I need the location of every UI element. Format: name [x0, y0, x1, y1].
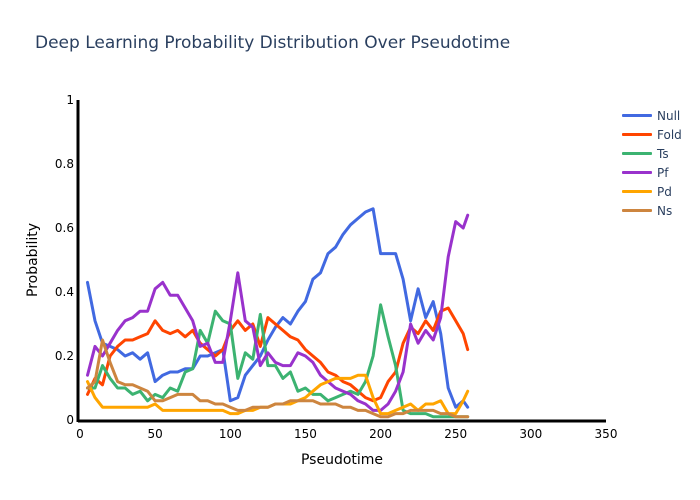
x-tick-label: 300 — [519, 427, 542, 441]
x-tick-label: 150 — [294, 427, 317, 441]
series-lines — [86, 207, 470, 419]
legend-label: Pf — [657, 165, 669, 180]
legend-item-ts[interactable]: Ts — [622, 144, 682, 163]
legend-label: Pd — [657, 184, 672, 199]
y-tick-label: 0.2 — [55, 349, 74, 363]
series-line-pf — [86, 213, 470, 412]
x-tick-label: 50 — [148, 427, 163, 441]
series-line-ns — [86, 338, 470, 419]
legend-item-null[interactable]: Null — [622, 106, 682, 125]
y-tick-label: 0.4 — [55, 285, 74, 299]
legend: Null Fold Ts Pf Pd Ns — [622, 106, 682, 220]
legend-item-fold[interactable]: Fold — [622, 125, 682, 144]
x-tick-label: 100 — [219, 427, 242, 441]
series-line-pd — [86, 373, 470, 416]
series-line-null — [86, 207, 470, 409]
legend-swatch — [622, 152, 652, 155]
legend-swatch — [622, 114, 652, 117]
legend-item-ns[interactable]: Ns — [622, 201, 682, 220]
legend-swatch — [622, 190, 652, 193]
y-tick-label: 0 — [66, 413, 74, 427]
legend-label: Ts — [657, 146, 669, 161]
legend-swatch — [622, 133, 652, 136]
y-tick-label: 0.8 — [55, 157, 74, 171]
x-tick-label: 350 — [595, 427, 618, 441]
y-tick-label: 0.6 — [55, 221, 74, 235]
legend-label: Fold — [657, 127, 682, 142]
x-axis-label: Pseudotime — [301, 452, 383, 468]
y-axis-label: Probability — [25, 223, 41, 297]
y-tick-label: 1 — [66, 93, 74, 107]
legend-item-pd[interactable]: Pd — [622, 182, 682, 201]
x-axis-ticks: 0 50 100 150 200 250 300 350 — [76, 427, 617, 441]
y-axis-ticks: 0 0.2 0.4 0.6 0.8 1 — [55, 93, 74, 427]
x-tick-label: 250 — [444, 427, 467, 441]
legend-label: Null — [657, 108, 681, 123]
legend-swatch — [622, 209, 652, 212]
x-tick-label: 0 — [76, 427, 84, 441]
chart-title: Deep Learning Probability Distribution O… — [35, 33, 511, 53]
legend-item-pf[interactable]: Pf — [622, 163, 682, 182]
legend-swatch — [622, 171, 652, 174]
series-line-fold — [86, 306, 470, 403]
x-tick-label: 200 — [369, 427, 392, 441]
legend-label: Ns — [657, 203, 673, 218]
